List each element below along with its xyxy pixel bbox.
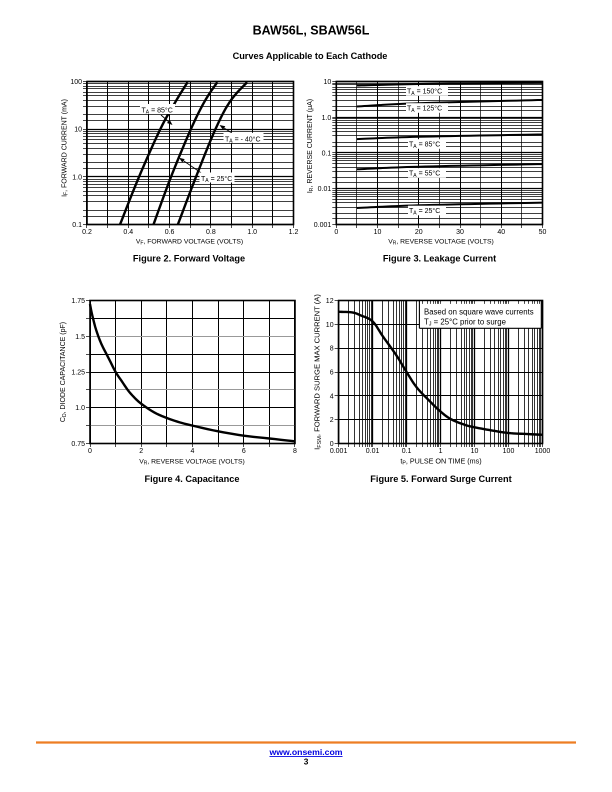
- svg-text:10: 10: [74, 127, 82, 134]
- svg-text:0.4: 0.4: [123, 229, 133, 236]
- svg-text:50: 50: [539, 229, 547, 236]
- svg-text:TA = - 40°C: TA = - 40°C: [225, 135, 261, 144]
- svg-text:BAW56L, SBAW56L: BAW56L, SBAW56L: [253, 24, 370, 38]
- svg-text:1.2: 1.2: [289, 229, 299, 236]
- svg-text:TA = 25°C: TA = 25°C: [201, 175, 232, 184]
- svg-text:0.01: 0.01: [318, 186, 332, 193]
- svg-text:1.0: 1.0: [247, 229, 257, 236]
- svg-text:Curves Applicable to Each Cath: Curves Applicable to Each Cathode: [233, 51, 388, 61]
- svg-text:1: 1: [439, 448, 443, 455]
- svg-text:0.001: 0.001: [314, 222, 332, 229]
- svg-text:8: 8: [293, 448, 297, 455]
- svg-text:2: 2: [330, 417, 334, 424]
- svg-text:VF, FORWARD VOLTAGE (VOLTS): VF, FORWARD VOLTAGE (VOLTS): [136, 238, 243, 246]
- svg-text:0.75: 0.75: [71, 441, 85, 448]
- svg-text:0.001: 0.001: [330, 448, 348, 455]
- svg-text:1.75: 1.75: [71, 298, 85, 305]
- svg-text:1.25: 1.25: [71, 370, 85, 377]
- svg-text:6: 6: [330, 370, 334, 377]
- svg-text:100: 100: [70, 79, 82, 86]
- svg-text:4: 4: [191, 448, 195, 455]
- svg-text:1.0: 1.0: [72, 174, 82, 181]
- svg-text:0.1: 0.1: [72, 222, 82, 229]
- svg-text:IFSM, FORWARD SURGE MAX CURREN: IFSM, FORWARD SURGE MAX CURRENT (A): [313, 294, 323, 450]
- svg-text:4: 4: [330, 393, 334, 400]
- svg-text:2: 2: [139, 448, 143, 455]
- svg-text:Figure 5. Forward Surge Curren: Figure 5. Forward Surge Current: [370, 474, 511, 484]
- svg-text:30: 30: [456, 229, 464, 236]
- svg-text:20: 20: [415, 229, 423, 236]
- svg-text:Figure 3. Leakage Current: Figure 3. Leakage Current: [383, 254, 496, 264]
- svg-text:0.1: 0.1: [402, 448, 412, 455]
- svg-text:0: 0: [330, 441, 334, 448]
- svg-text:Based on square wave currents: Based on square wave currents: [424, 308, 534, 317]
- svg-text:10: 10: [326, 322, 334, 329]
- svg-text:Figure 2. Forward Voltage: Figure 2. Forward Voltage: [133, 254, 245, 264]
- svg-text:TJ = 25°C prior to surge: TJ = 25°C prior to surge: [424, 317, 506, 327]
- svg-text:TA = 125°C: TA = 125°C: [407, 105, 442, 114]
- svg-text:CD, DIODE CAPACITANCE (pF): CD, DIODE CAPACITANCE (pF): [60, 322, 68, 422]
- svg-text:1.5: 1.5: [75, 334, 85, 341]
- svg-text:3: 3: [304, 757, 309, 767]
- svg-text:TA = 25°C: TA = 25°C: [409, 207, 440, 216]
- svg-text:0.6: 0.6: [165, 229, 175, 236]
- svg-text:VR, REVERSE VOLTAGE (VOLTS): VR, REVERSE VOLTAGE (VOLTS): [388, 238, 494, 246]
- svg-text:1.0: 1.0: [75, 405, 85, 412]
- svg-text:tP, PULSE ON TIME (ms): tP, PULSE ON TIME (ms): [400, 456, 481, 466]
- svg-text:6: 6: [242, 448, 246, 455]
- svg-text:0.8: 0.8: [206, 229, 216, 236]
- svg-text:12: 12: [326, 298, 334, 305]
- svg-text:TA = 85°C: TA = 85°C: [142, 106, 173, 115]
- svg-text:1.0: 1.0: [322, 115, 332, 122]
- svg-text:0: 0: [334, 229, 338, 236]
- svg-text:VR, REVERSE VOLTAGE (VOLTS): VR, REVERSE VOLTAGE (VOLTS): [139, 458, 245, 466]
- svg-text:IR, REVERSE CURRENT (μA): IR, REVERSE CURRENT (μA): [307, 99, 315, 193]
- svg-text:Figure 4. Capacitance: Figure 4. Capacitance: [145, 474, 240, 484]
- svg-text:40: 40: [497, 229, 505, 236]
- svg-text:10: 10: [374, 229, 382, 236]
- svg-text:TA = 150°C: TA = 150°C: [407, 88, 442, 97]
- svg-text:0.2: 0.2: [82, 229, 92, 236]
- svg-text:0: 0: [88, 448, 92, 455]
- svg-text:100: 100: [503, 448, 515, 455]
- svg-text:www.onsemi.com: www.onsemi.com: [268, 747, 342, 757]
- svg-text:10: 10: [324, 79, 332, 86]
- svg-text:8: 8: [330, 346, 334, 353]
- svg-text:10: 10: [471, 448, 479, 455]
- svg-text:0.01: 0.01: [366, 448, 380, 455]
- svg-text:1000: 1000: [535, 448, 551, 455]
- svg-text:TA = 55°C: TA = 55°C: [409, 170, 440, 179]
- svg-text:TA = 85°C: TA = 85°C: [409, 141, 440, 150]
- svg-text:0.1: 0.1: [322, 151, 332, 158]
- svg-text:IF, FORWARD CURRENT (mA): IF, FORWARD CURRENT (mA): [62, 99, 70, 197]
